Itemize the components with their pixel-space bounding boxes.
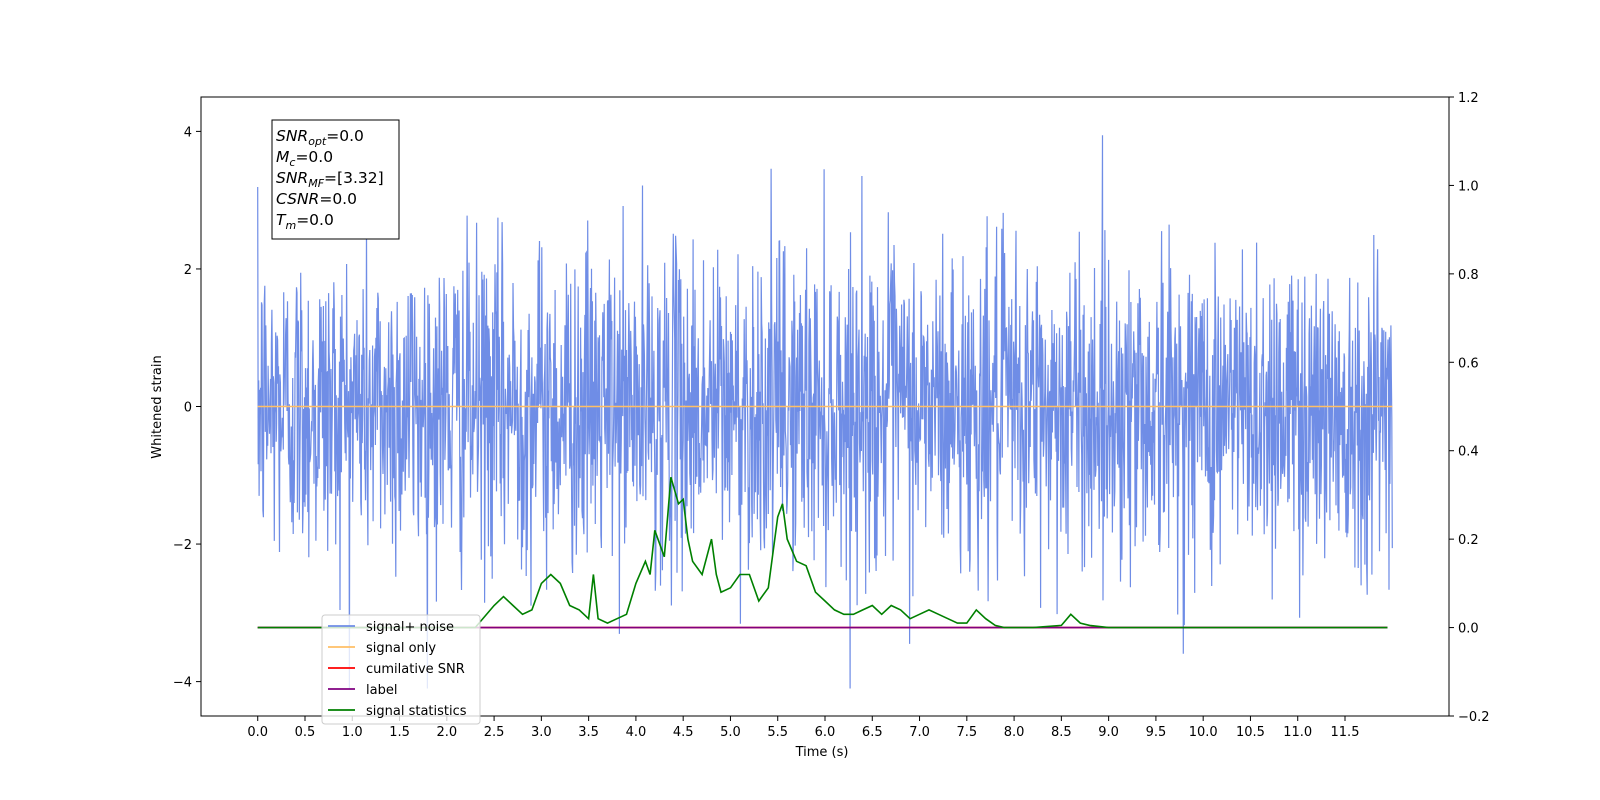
x-tick-label: 7.0 xyxy=(909,725,930,740)
x-tick-label: 11.0 xyxy=(1283,725,1312,740)
x-tick-label: 3.0 xyxy=(531,725,552,740)
y-tick-label: −4 xyxy=(173,676,192,691)
info-value: =0.0 xyxy=(319,190,357,208)
info-subscript: c xyxy=(289,156,295,169)
x-tick-label: 8.5 xyxy=(1051,725,1072,740)
legend-label: label xyxy=(366,683,397,698)
legend-label: signal statistics xyxy=(366,704,467,719)
y2-tick-label: 1.0 xyxy=(1458,179,1479,194)
info-symbol: SNR xyxy=(276,127,308,145)
legend-label: signal+ noise xyxy=(366,620,454,635)
legend-item: label xyxy=(328,683,397,698)
info-symbol: CSNR xyxy=(276,190,319,208)
x-tick-label: 10.0 xyxy=(1189,725,1218,740)
y2-tick-label: 0.2 xyxy=(1458,533,1479,548)
y2-tick-label: 0.4 xyxy=(1458,445,1479,460)
x-axis: 0.0 0.5 1.0 1.5 2.0 2.5 3.0 3.5 4.0 4.5 5.0 5.5 6.0 6… xyxy=(247,716,1359,740)
series-line-signal-statistics xyxy=(257,476,1388,629)
x-tick-label: 6.5 xyxy=(862,725,883,740)
x-tick-label: 5.5 xyxy=(767,725,788,740)
x-tick-label: 0.0 xyxy=(247,725,268,740)
y-tick-label: −2 xyxy=(173,538,192,553)
x-tick-label: 4.5 xyxy=(673,725,694,740)
y-tick-label: 4 xyxy=(184,125,192,140)
x-tick-label: 9.5 xyxy=(1146,725,1167,740)
info-subscript: MF xyxy=(308,177,324,190)
x-tick-label: 4.0 xyxy=(626,725,647,740)
y-axis-right: 1.2 1.0 0.8 0.6 0.4 0.2 0.0 −0.2 xyxy=(1449,91,1490,725)
y2-tick-label: 0.0 xyxy=(1458,622,1479,637)
x-tick-label: 2.5 xyxy=(484,725,505,740)
x-tick-label: 11.5 xyxy=(1331,725,1360,740)
legend-label: cumilative SNR xyxy=(366,662,465,677)
x-tick-label: 3.5 xyxy=(578,725,599,740)
y-tick-label: 2 xyxy=(184,263,192,278)
info-value: =0.0 xyxy=(296,211,334,229)
legend-label: signal only xyxy=(366,641,436,656)
info-symbol: T xyxy=(276,211,287,229)
y2-tick-label: 1.2 xyxy=(1458,91,1479,106)
x-tick-label: 1.0 xyxy=(342,725,363,740)
legend-item: cumilative SNR xyxy=(328,662,465,677)
info-symbol: SNR xyxy=(276,169,308,187)
series-line-signal-noise xyxy=(257,135,1393,689)
y2-tick-label: −0.2 xyxy=(1458,710,1490,725)
info-value: =[3.32] xyxy=(324,169,384,187)
x-tick-label: 2.0 xyxy=(436,725,457,740)
info-box: SNRopt=0.0 Mc=0.0 SNRMF=[3.32] CSNR=0.0 Tm=0… xyxy=(271,119,400,240)
legend-item: signal statistics xyxy=(328,704,467,719)
x-tick-label: 7.5 xyxy=(956,725,977,740)
info-subscript: opt xyxy=(308,135,327,148)
legend-item: signal+ noise xyxy=(328,620,454,635)
x-tick-label: 5.0 xyxy=(720,725,741,740)
legend-item: signal only xyxy=(328,641,436,656)
y2-tick-label: 0.6 xyxy=(1458,356,1479,371)
y-tick-label: 0 xyxy=(184,401,192,416)
info-value: =0.0 xyxy=(295,148,333,166)
y-axis-left: 4 2 0 −2 −4 xyxy=(173,125,201,691)
x-tick-label: 0.5 xyxy=(295,725,316,740)
x-tick-label: 8.0 xyxy=(1004,725,1025,740)
x-tick-label: 10.5 xyxy=(1236,725,1265,740)
legend: signal+ noise signal only cumilative SNR la… xyxy=(321,614,481,725)
info-value: =0.0 xyxy=(326,127,364,145)
info-subscript: m xyxy=(285,219,296,232)
series-signal-noise xyxy=(257,135,1393,689)
y-axis-label: Whitened strain xyxy=(150,355,165,458)
y2-tick-label: 0.8 xyxy=(1458,268,1479,283)
x-axis-label: Time (s) xyxy=(795,745,849,760)
info-symbol: M xyxy=(276,148,289,166)
x-tick-label: 1.5 xyxy=(389,725,410,740)
x-tick-label: 6.0 xyxy=(815,725,836,740)
x-tick-label: 9.0 xyxy=(1098,725,1119,740)
